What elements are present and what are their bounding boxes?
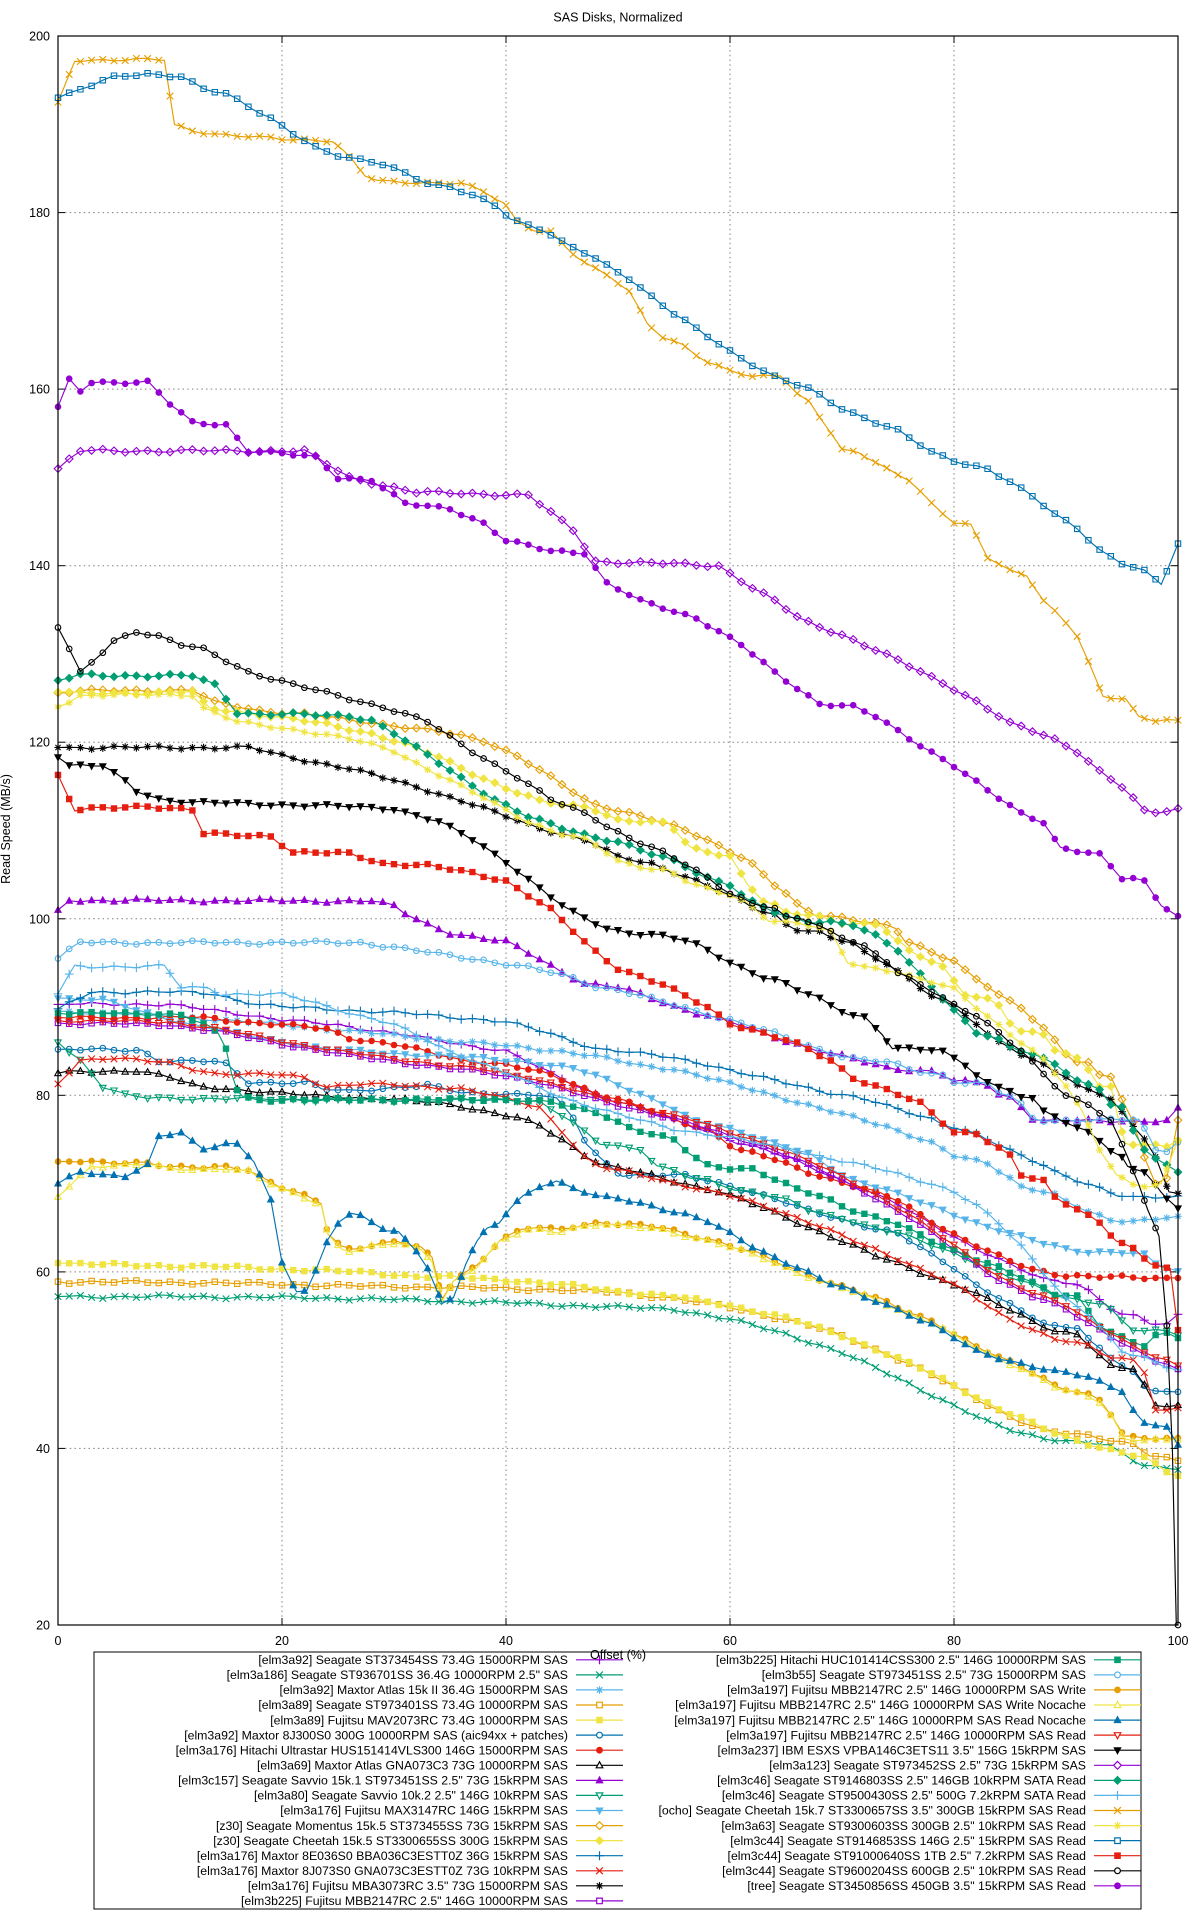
svg-text:100: 100: [1168, 1634, 1189, 1648]
svg-text:[elm3a80] Seagate Savvio 10k.2: [elm3a80] Seagate Savvio 10k.2 2.5" 146G…: [254, 1789, 568, 1803]
svg-text:40: 40: [36, 1442, 50, 1456]
svg-text:[elm3a89] Fujitsu MAV2073RC 73: [elm3a89] Fujitsu MAV2073RC 73.4G 10000R…: [270, 1713, 568, 1727]
svg-text:[elm3a197] Fujitsu MBB2147RC 2: [elm3a197] Fujitsu MBB2147RC 2.5" 146G 1…: [726, 1728, 1086, 1742]
svg-text:Offset (%): Offset (%): [590, 1648, 646, 1662]
svg-text:[elm3b225] Hitachi HUC101414CS: [elm3b225] Hitachi HUC101414CSS300 2.5" …: [716, 1653, 1086, 1667]
svg-text:[elm3a92] Maxtor Atlas 15k II: [elm3a92] Maxtor Atlas 15k II 36.4G 1500…: [280, 1683, 568, 1697]
svg-text:[elm3c46] Seagate ST9500430SS: [elm3c46] Seagate ST9500430SS 2.5" 500G …: [722, 1789, 1086, 1803]
svg-text:SAS Disks, Normalized: SAS Disks, Normalized: [553, 11, 682, 25]
svg-text:[elm3b225] Fujitsu MBB2147RC 2: [elm3b225] Fujitsu MBB2147RC 2.5" 146G 1…: [241, 1894, 568, 1908]
svg-text:[elm3a176] Hitachi Ultrastar H: [elm3a176] Hitachi Ultrastar HUS151414VL…: [176, 1743, 568, 1757]
svg-text:60: 60: [723, 1634, 737, 1648]
svg-text:[elm3a197] Fujitsu MBB2147RC 2: [elm3a197] Fujitsu MBB2147RC 2.5" 146G 1…: [727, 1683, 1086, 1697]
svg-text:160: 160: [29, 383, 50, 397]
svg-text:[elm3a197] Fujitsu MBB2147RC 2: [elm3a197] Fujitsu MBB2147RC 2.5" 146G 1…: [674, 1713, 1086, 1727]
svg-text:[elm3a186] Seagate ST936701SS: [elm3a186] Seagate ST936701SS 36.4G 1000…: [227, 1668, 568, 1682]
svg-text:120: 120: [29, 736, 50, 750]
svg-text:[elm3b55] Seagate ST973451SS 2: [elm3b55] Seagate ST973451SS 2.5" 73G 15…: [762, 1668, 1086, 1682]
svg-text:60: 60: [36, 1265, 50, 1279]
svg-text:[elm3c44] Seagate ST91000640SS: [elm3c44] Seagate ST91000640SS 1TB 2.5" …: [728, 1849, 1087, 1863]
svg-text:[elm3a176] Maxtor 8E036S0 BBA0: [elm3a176] Maxtor 8E036S0 BBA036C3ESTT0Z…: [197, 1849, 568, 1863]
svg-text:[elm3c44] Seagate ST9600204SS: [elm3c44] Seagate ST9600204SS 600GB 2.5"…: [722, 1864, 1086, 1878]
svg-text:200: 200: [29, 30, 50, 44]
svg-text:[elm3a123] Seagate ST973452SS: [elm3a123] Seagate ST973452SS 2.5" 73G 1…: [769, 1759, 1086, 1773]
svg-text:[elm3c46] Seagate ST9146803SS: [elm3c46] Seagate ST9146803SS 2.5" 146GB…: [717, 1774, 1086, 1788]
svg-text:180: 180: [29, 206, 50, 220]
svg-text:[tree] Seagate ST3450856SS 450: [tree] Seagate ST3450856SS 450GB 3.5" 15…: [747, 1879, 1086, 1893]
svg-text:[elm3a69] Maxtor Atlas GNA073C: [elm3a69] Maxtor Atlas GNA073C3 73G 1000…: [257, 1759, 568, 1773]
svg-text:40: 40: [499, 1634, 513, 1648]
svg-text:[elm3c44] Seagate ST9146853SS: [elm3c44] Seagate ST9146853SS 146G 2.5" …: [730, 1834, 1086, 1848]
svg-text:[elm3a197] Fujitsu MBB2147RC 2: [elm3a197] Fujitsu MBB2147RC 2.5" 146G 1…: [675, 1698, 1086, 1712]
svg-text:Read Speed (MB/s): Read Speed (MB/s): [0, 774, 13, 884]
svg-text:140: 140: [29, 559, 50, 573]
svg-text:[elm3a237] IBM ESXS VPBA146C3E: [elm3a237] IBM ESXS VPBA146C3ETS11 3.5" …: [718, 1743, 1086, 1757]
svg-text:[elm3a92] Seagate ST373454SS 7: [elm3a92] Seagate ST373454SS 73.4G 15000…: [258, 1653, 568, 1667]
svg-text:[elm3a176] Fujitsu MBA3073RC 3: [elm3a176] Fujitsu MBA3073RC 3.5" 73G 15…: [248, 1879, 568, 1893]
svg-text:80: 80: [947, 1634, 961, 1648]
svg-text:[ocho] Seagate Cheetah 15k.7 S: [ocho] Seagate Cheetah 15k.7 ST3300657SS…: [658, 1804, 1086, 1818]
svg-text:[elm3c157] Seagate Savvio 15k.: [elm3c157] Seagate Savvio 15k.1 ST973451…: [178, 1774, 568, 1788]
svg-text:[elm3a176] Maxtor 8J073S0 GNA0: [elm3a176] Maxtor 8J073S0 GNA073C3ESTT0Z…: [197, 1864, 568, 1878]
svg-text:[elm3a92] Maxtor 8J300S0 300G: [elm3a92] Maxtor 8J300S0 300G 10000RPM S…: [184, 1728, 568, 1742]
svg-text:[z30] Seagate Cheetah 15k.5 ST: [z30] Seagate Cheetah 15k.5 ST3300655SS …: [213, 1834, 568, 1848]
svg-text:80: 80: [36, 1089, 50, 1103]
svg-text:[elm3a63] Seagate ST9300603SS: [elm3a63] Seagate ST9300603SS 300GB 2.5"…: [721, 1819, 1086, 1833]
svg-text:20: 20: [36, 1619, 50, 1633]
svg-text:100: 100: [29, 912, 50, 926]
svg-text:[z30] Seagate Momentus 15k.5 S: [z30] Seagate Momentus 15k.5 ST373455SS …: [216, 1819, 568, 1833]
svg-text:[elm3a89] Seagate ST973401SS 7: [elm3a89] Seagate ST973401SS 73.4G 10000…: [258, 1698, 568, 1712]
svg-text:20: 20: [275, 1634, 289, 1648]
svg-text:0: 0: [55, 1634, 62, 1648]
svg-text:[elm3a176] Fujitsu MAX3147RC 1: [elm3a176] Fujitsu MAX3147RC 146G 15kRPM…: [280, 1804, 568, 1818]
